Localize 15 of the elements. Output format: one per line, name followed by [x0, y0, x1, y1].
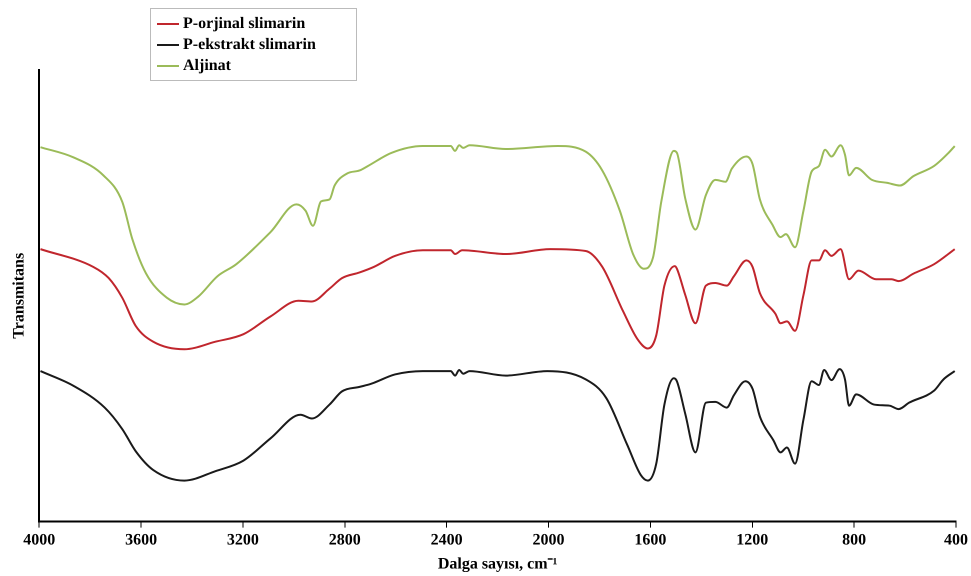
x-tick-label: 1600: [634, 531, 666, 548]
x-tick-label: 800: [842, 531, 866, 548]
x-tick-label: 4000: [23, 531, 56, 548]
x-tick-label: 2800: [328, 531, 361, 548]
legend-label: P-orjinal slimarin: [183, 14, 306, 34]
legend-label: Aljinat: [183, 56, 231, 76]
x-tick-label: 400: [944, 531, 968, 548]
x-tick-label: 1200: [736, 531, 768, 548]
x-tick-label: 3200: [226, 531, 259, 548]
x-tick-label: 2400: [430, 531, 463, 548]
legend-label: P-ekstrakt slimarin: [183, 35, 316, 55]
y-axis-title: Transmitans: [10, 252, 28, 339]
x-tick-label: 2000: [532, 531, 565, 548]
x-tick-label: 3600: [125, 531, 158, 548]
x-axis-title: Dalga sayısı, cm⁻¹: [438, 556, 558, 573]
